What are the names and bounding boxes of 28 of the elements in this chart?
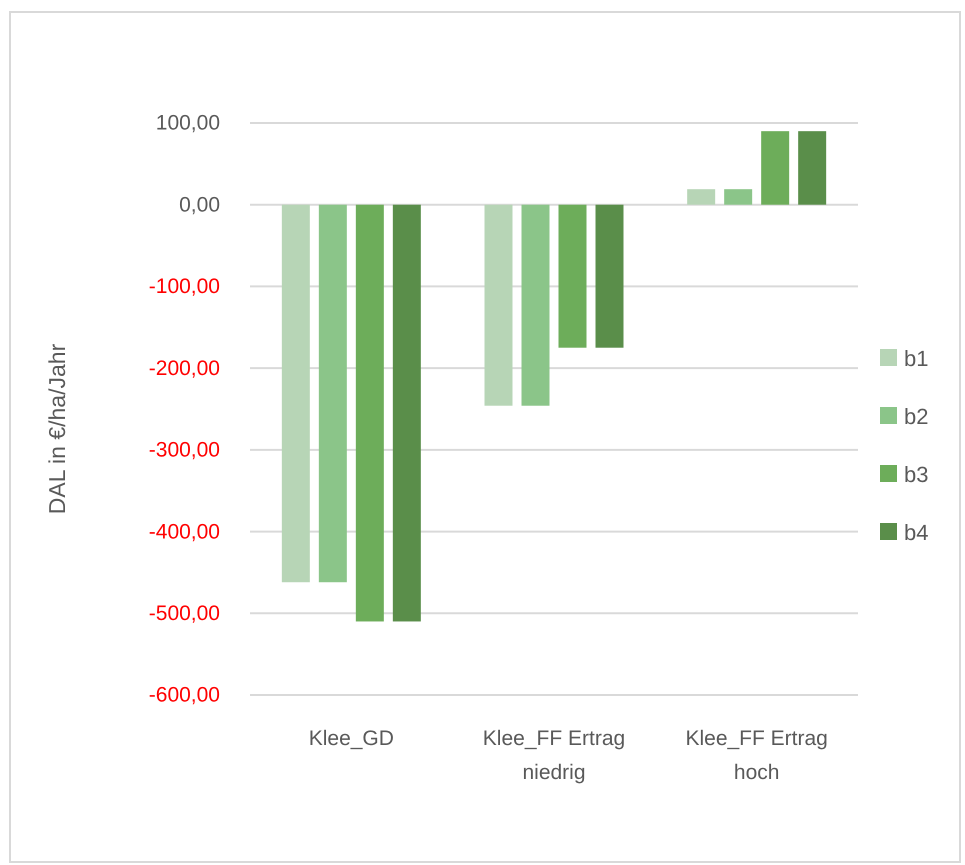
bar	[596, 204, 624, 348]
x-tick-label: Klee_FF Ertrag hoch	[685, 727, 828, 784]
bar	[687, 189, 716, 205]
bar	[724, 189, 752, 205]
y-tick-label: -400,00	[148, 520, 220, 544]
bar	[522, 204, 550, 406]
bar	[282, 204, 310, 582]
bar	[798, 131, 826, 205]
legend-label: b3	[904, 462, 928, 487]
legend-label: b4	[904, 520, 928, 545]
y-tick-label: -200,00	[148, 356, 220, 380]
y-tick-label: -100,00	[148, 275, 220, 298]
legend-label: b1	[904, 346, 928, 371]
x-tick-label: Klee_FF Ertrag niedrig	[482, 727, 626, 784]
y-tick-label: 100,00	[156, 112, 220, 135]
bar	[558, 204, 586, 348]
bar	[484, 204, 512, 406]
bar	[356, 204, 384, 622]
bar	[318, 204, 347, 582]
y-tick-label: -500,00	[148, 602, 220, 626]
legend-label: b2	[904, 404, 928, 429]
x-tick-label: Klee_GD	[308, 727, 394, 750]
bar	[392, 204, 421, 622]
y-tick-label: -600,00	[148, 684, 220, 707]
bar	[761, 131, 790, 205]
y-axis-title: DAL in €/ha/Jahr	[44, 343, 70, 514]
y-tick-label: -300,00	[148, 438, 220, 462]
y-tick-label: 0,00	[179, 193, 220, 216]
